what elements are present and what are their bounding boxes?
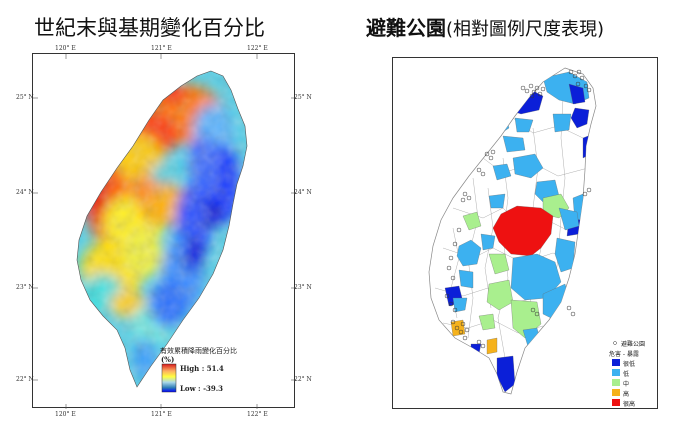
legend-swatch-high — [612, 389, 620, 396]
legend-swatch-medium — [612, 379, 620, 386]
left-tick-24n: 24° N — [16, 189, 34, 196]
legend-swatch-very-low — [612, 359, 620, 366]
legend-park-marker — [613, 341, 617, 345]
right-title-main: 避難公園 — [366, 16, 446, 40]
legend-low-label: Low : -39.3 — [180, 384, 224, 393]
left-tick-25n: 25° N — [16, 94, 34, 101]
bottom-tick-121: 121° E — [151, 411, 172, 418]
legend-unit: (%) — [161, 355, 175, 364]
right-tick-23n: 23° N — [294, 284, 312, 291]
legend-swatch-low — [612, 369, 620, 376]
legend-label-very-high: 很高 — [623, 401, 636, 408]
legend-label-very-low: 很低 — [623, 361, 636, 368]
bottom-tick-120: 120° E — [55, 411, 76, 418]
legend-header: 避難公園 — [621, 341, 646, 348]
top-tick-120: 120° E — [55, 45, 76, 52]
legend-label-medium: 中 — [623, 381, 630, 388]
rainfall-change-map-panel: 120° E 121° E 122° E 120° E 121° E 122° … — [16, 45, 312, 418]
right-title-paren: (相對圖例尺度表現) — [446, 19, 605, 40]
right-tick-25n: 25° N — [294, 94, 312, 101]
legend-gradient-bar — [161, 363, 177, 393]
right-tick-24n: 24° N — [294, 189, 312, 196]
evacuation-parks-map-panel: 避難公園 危害 - 暴露 很低 低 中 高 很高 — [392, 57, 658, 409]
rainfall-change-map — [33, 54, 296, 409]
park-markers — [444, 69, 592, 349]
left-tick-23n: 23° N — [16, 284, 34, 291]
top-tick-121: 121° E — [151, 45, 172, 52]
legend-subheader: 危害 - 暴露 — [609, 351, 639, 358]
right-map-title: 避難公園(相對圖例尺度表現) — [366, 12, 604, 41]
right-tick-22n: 22° N — [294, 376, 312, 383]
township-risk-polygons — [434, 71, 594, 393]
legend-swatch-very-high — [612, 399, 620, 406]
graticule-ticks — [33, 54, 296, 409]
evacuation-parks-map — [428, 67, 620, 406]
legend-label-high: 高 — [623, 391, 630, 398]
taiwan-rainfall-surface — [77, 71, 247, 387]
legend-label-low: 低 — [623, 371, 630, 378]
bottom-tick-122: 122° E — [247, 411, 268, 418]
taiwan-outline — [76, 70, 248, 388]
legend-high-label: High : 51.4 — [180, 364, 224, 373]
top-tick-122: 122° E — [247, 45, 268, 52]
left-tick-22n: 22° N — [16, 376, 34, 383]
left-map-title: 世紀末與基期變化百分比 — [34, 16, 265, 40]
legend-title: 有效累積降雨變化百分比 — [160, 347, 237, 355]
